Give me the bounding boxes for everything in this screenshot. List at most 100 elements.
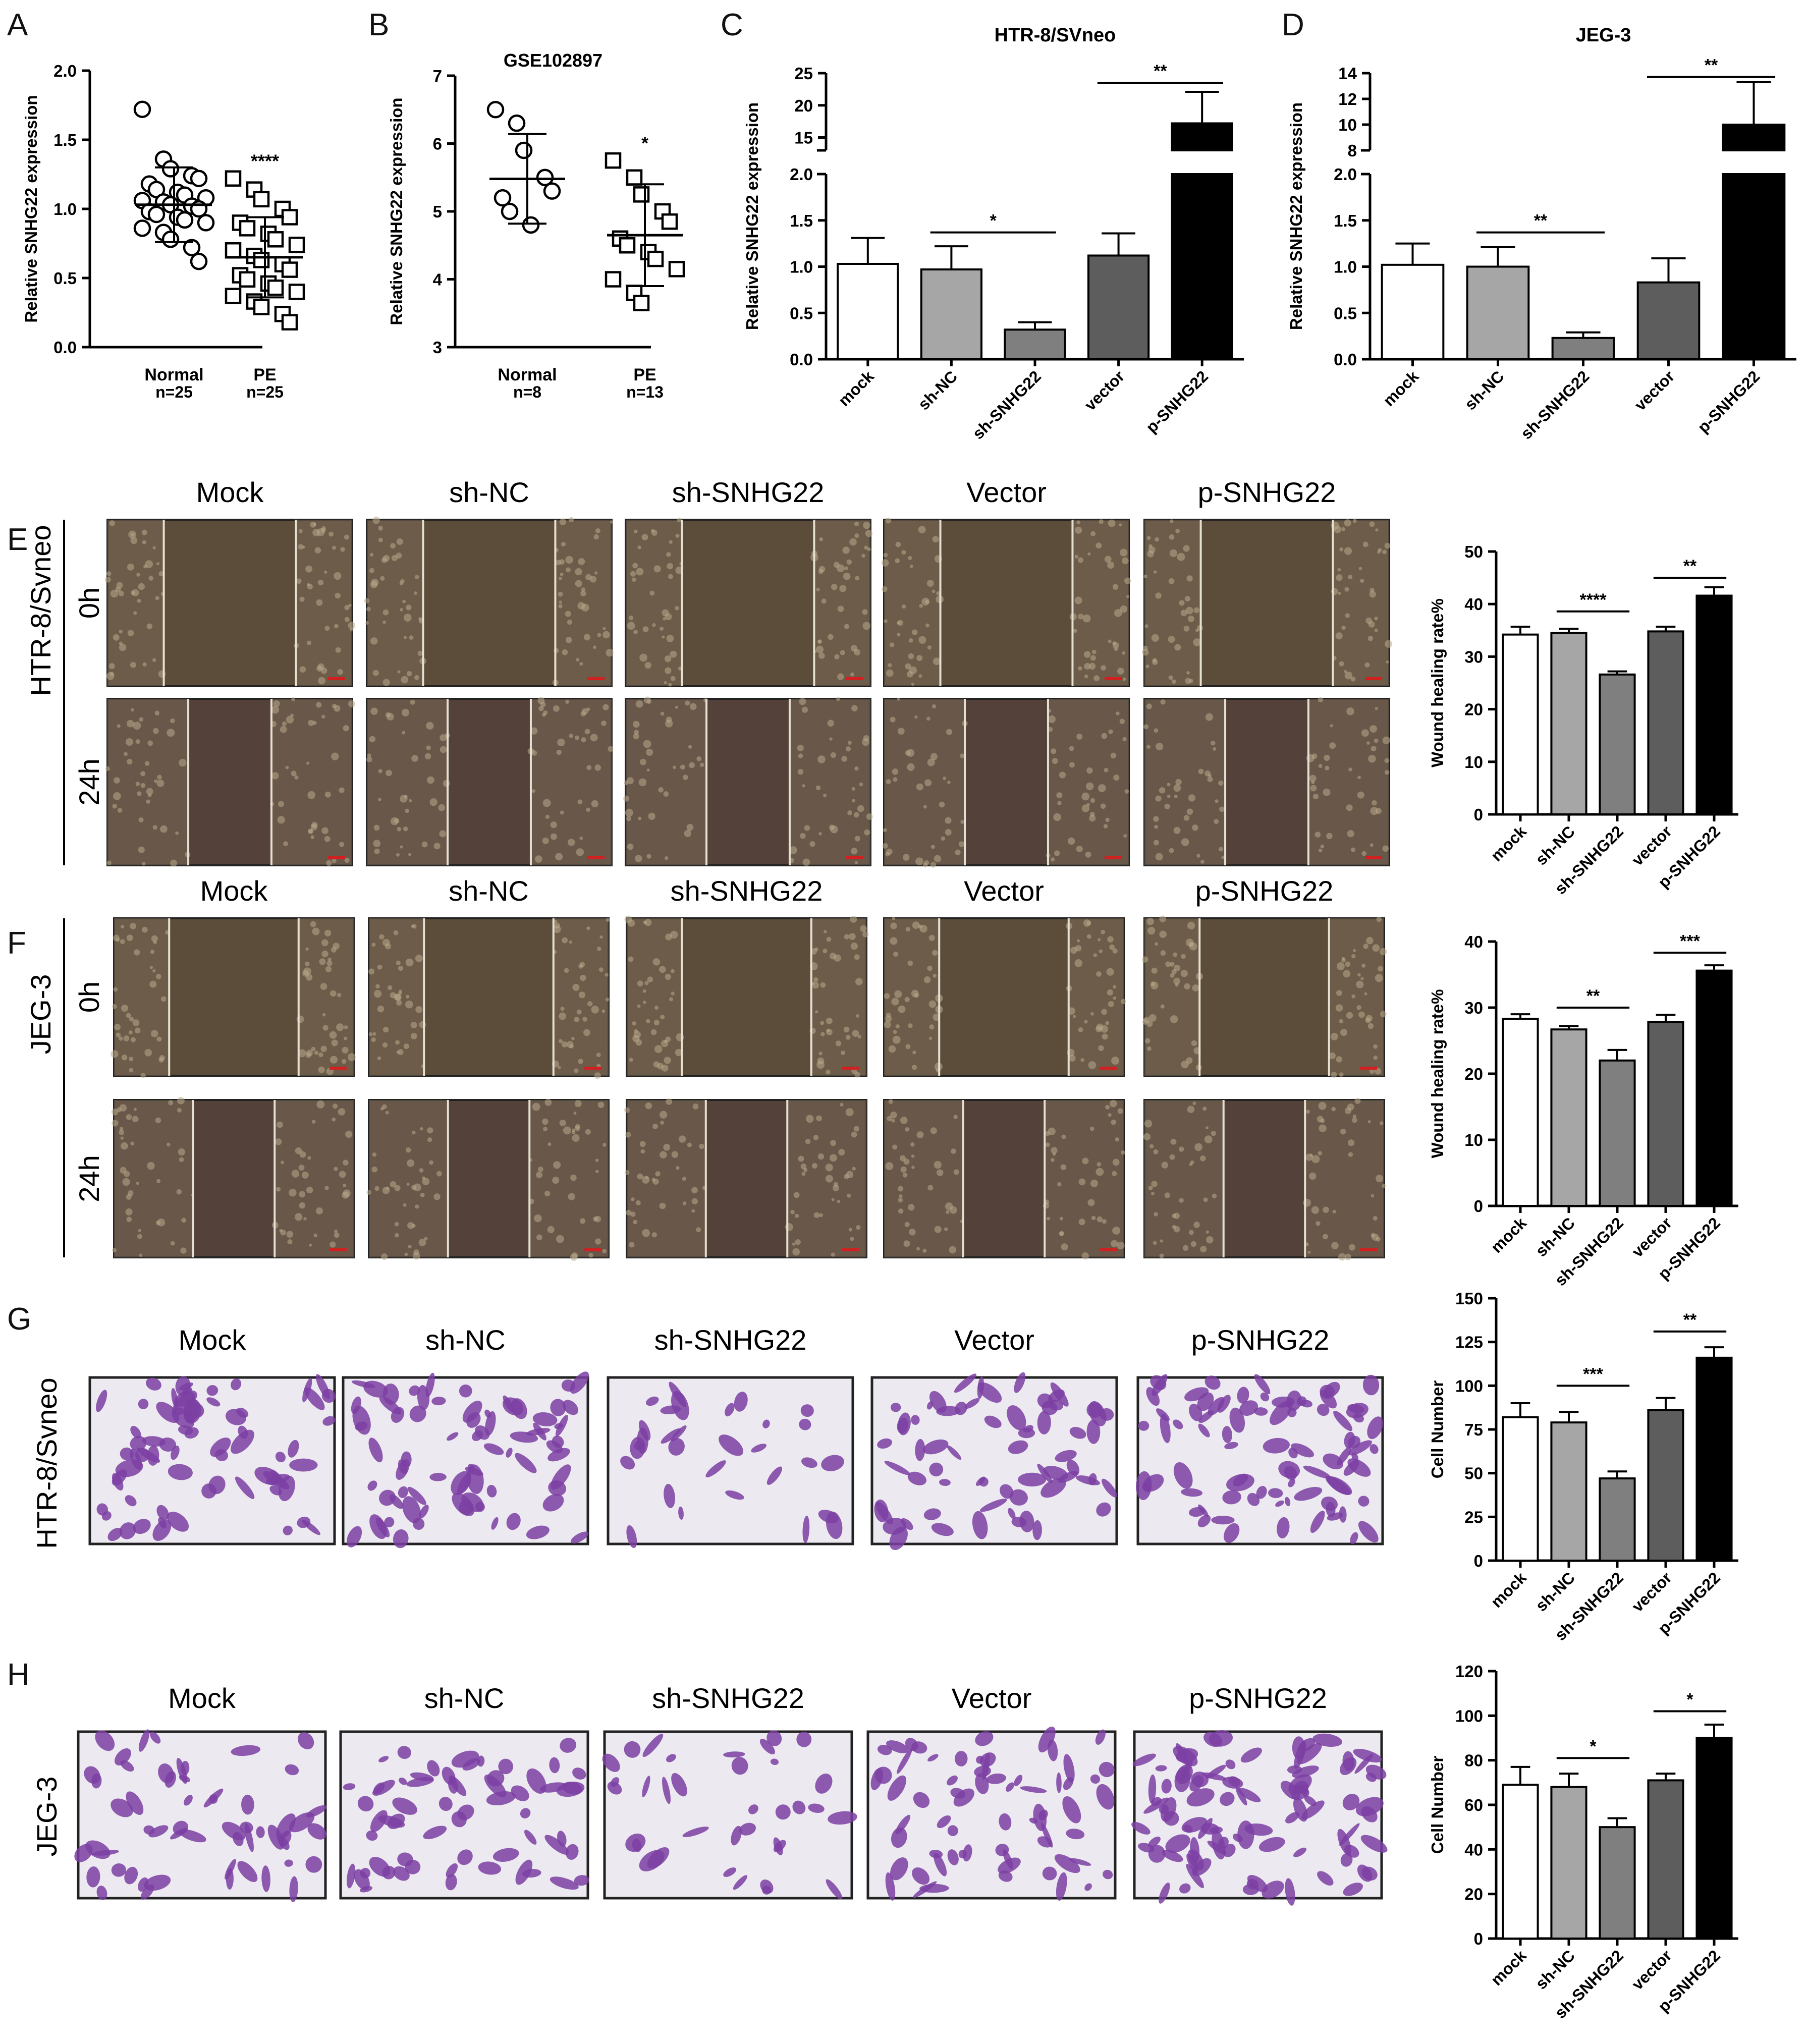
cell bbox=[633, 629, 638, 634]
cell bbox=[396, 553, 402, 559]
cell bbox=[664, 856, 669, 860]
stained-cell bbox=[1223, 1844, 1236, 1857]
cell bbox=[624, 780, 629, 785]
bar-break-gap bbox=[1170, 151, 1234, 173]
cell bbox=[846, 559, 852, 565]
cell bbox=[1204, 1135, 1213, 1143]
cell bbox=[534, 855, 542, 863]
cell bbox=[644, 661, 651, 669]
bar-vector bbox=[1647, 1021, 1684, 1207]
cell bbox=[531, 750, 537, 756]
cell bbox=[572, 1128, 575, 1132]
cell bbox=[1051, 1147, 1058, 1154]
stained-cell bbox=[158, 1517, 167, 1528]
stained-cell bbox=[1358, 1521, 1379, 1543]
cell bbox=[1323, 1206, 1329, 1213]
stained-cell bbox=[288, 1440, 299, 1458]
cell bbox=[530, 727, 538, 735]
cell bbox=[1345, 613, 1350, 618]
cell bbox=[377, 964, 382, 970]
cell bbox=[664, 681, 667, 685]
data-point bbox=[161, 231, 180, 248]
cell bbox=[594, 1072, 601, 1079]
data-point bbox=[626, 169, 643, 186]
cell bbox=[1187, 1106, 1195, 1113]
cell bbox=[1051, 1158, 1055, 1162]
cell bbox=[906, 671, 913, 678]
stained-cell bbox=[241, 1794, 254, 1815]
stained-cell bbox=[347, 1526, 362, 1548]
cell bbox=[665, 973, 671, 980]
stained-cell bbox=[947, 1825, 958, 1836]
cell-line-label: HTR-8/Svneo bbox=[31, 1377, 63, 1549]
cell bbox=[651, 1178, 656, 1182]
cell bbox=[946, 729, 953, 735]
cell bbox=[382, 609, 389, 616]
column-label: sh-NC bbox=[449, 875, 529, 907]
cell bbox=[642, 626, 649, 633]
cell bbox=[1362, 541, 1368, 547]
cell bbox=[1371, 746, 1377, 752]
stained-cell bbox=[1020, 1786, 1047, 1793]
cell bbox=[127, 563, 134, 571]
cell bbox=[156, 1179, 161, 1183]
cell bbox=[580, 974, 586, 981]
stained-cell bbox=[152, 1519, 172, 1541]
stained-cell bbox=[890, 1403, 901, 1412]
cell bbox=[926, 716, 930, 721]
cell bbox=[335, 647, 341, 653]
stained-cell bbox=[459, 1384, 472, 1398]
cell bbox=[1200, 1155, 1206, 1162]
y-tick-label: 1.5 bbox=[53, 131, 77, 149]
y-axis-label: Wound healing rate% bbox=[1428, 989, 1447, 1158]
cell bbox=[1369, 725, 1377, 733]
cell bbox=[1076, 520, 1080, 525]
cell bbox=[366, 606, 371, 612]
stained-cell bbox=[503, 1395, 514, 1413]
cell bbox=[595, 528, 600, 533]
cell bbox=[671, 991, 675, 996]
cell bbox=[1343, 970, 1351, 978]
stained-cell bbox=[1014, 1372, 1026, 1393]
cell bbox=[111, 1050, 119, 1058]
cell bbox=[400, 845, 403, 849]
stained-cell bbox=[107, 1528, 123, 1541]
cell bbox=[331, 752, 339, 760]
cell bbox=[598, 967, 604, 972]
scale-bar bbox=[1360, 1067, 1377, 1070]
cell bbox=[586, 807, 590, 812]
data-point bbox=[494, 189, 512, 207]
stained-cell bbox=[818, 1510, 839, 1523]
cell bbox=[1146, 1046, 1152, 1051]
scale-bar bbox=[1365, 856, 1382, 859]
cell bbox=[130, 661, 136, 668]
cell bbox=[793, 1192, 800, 1198]
cell bbox=[559, 576, 562, 580]
cell-layer bbox=[107, 699, 189, 865]
cell bbox=[585, 574, 592, 581]
cell bbox=[581, 587, 585, 592]
stained-cell bbox=[874, 1499, 889, 1522]
cell bbox=[418, 617, 422, 621]
cell bbox=[1102, 1219, 1107, 1224]
y-tick-label: 25 bbox=[794, 64, 813, 83]
data-point bbox=[183, 239, 201, 256]
stained-cell bbox=[130, 1435, 147, 1451]
cell bbox=[1142, 648, 1149, 656]
stained-cell bbox=[378, 1756, 389, 1762]
cell bbox=[568, 1193, 575, 1200]
cell bbox=[934, 855, 941, 862]
cell bbox=[367, 753, 371, 758]
cell bbox=[1375, 528, 1379, 532]
cell bbox=[850, 943, 858, 950]
cell bbox=[1371, 1194, 1375, 1198]
stained-cell bbox=[725, 1490, 744, 1500]
cell bbox=[1097, 1162, 1102, 1167]
cell bbox=[344, 1036, 348, 1040]
stained-cell bbox=[1302, 1788, 1309, 1797]
cell bbox=[547, 1226, 555, 1234]
cell bbox=[958, 841, 965, 847]
cell bbox=[1374, 738, 1379, 743]
cell bbox=[831, 1252, 835, 1257]
cell bbox=[1316, 1221, 1321, 1226]
